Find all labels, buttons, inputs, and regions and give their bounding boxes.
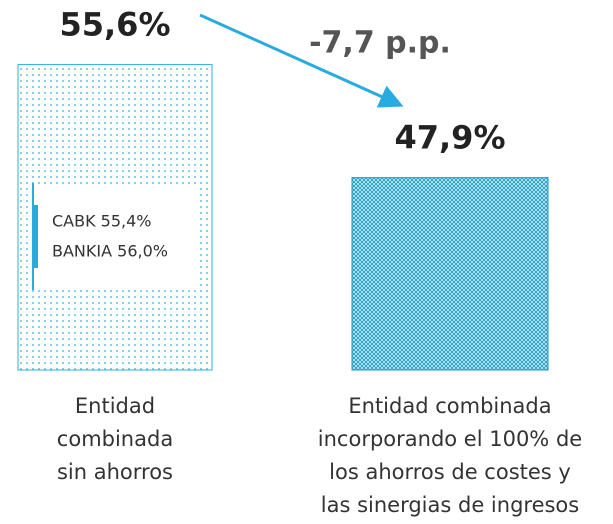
inset-label: BANKIA 56,0% bbox=[52, 242, 168, 261]
value-label: 55,6% bbox=[59, 6, 170, 44]
bar bbox=[351, 177, 549, 371]
category-label: los ahorros de costes y bbox=[329, 460, 571, 484]
category-label: combinada bbox=[57, 427, 173, 451]
change-arrow bbox=[199, 13, 404, 108]
inset-box bbox=[30, 185, 200, 290]
value-label: 47,9% bbox=[394, 119, 505, 157]
annotation: -7,7 p.p. bbox=[309, 26, 451, 61]
category-label: Entidad combinada bbox=[348, 394, 551, 418]
category-label: las sinergias de ingresos bbox=[321, 493, 579, 517]
inset-label: CABK 55,4% bbox=[52, 212, 152, 231]
category-label: sin ahorros bbox=[57, 460, 173, 484]
category-label: incorporando el 100% de bbox=[318, 427, 582, 451]
category-label: Entidad bbox=[75, 394, 155, 418]
